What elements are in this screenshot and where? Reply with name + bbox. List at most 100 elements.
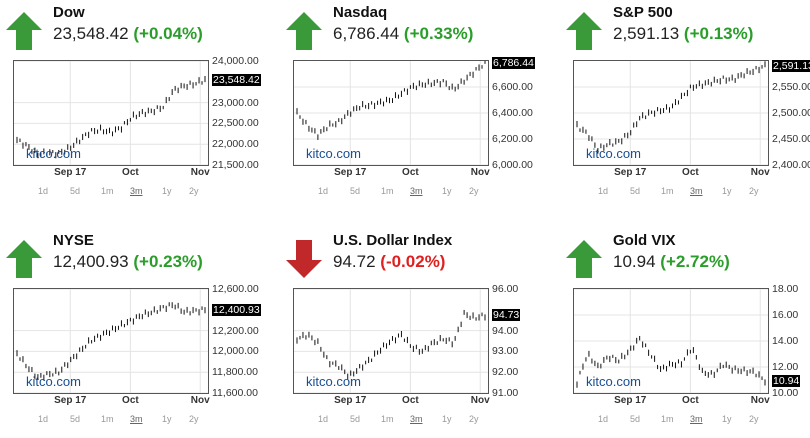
range-1y[interactable]: 1y (162, 186, 172, 196)
range-1m[interactable]: 1m (381, 186, 394, 196)
range-2y[interactable]: 2y (749, 186, 759, 196)
range-2y[interactable]: 2y (189, 414, 199, 424)
price-chart[interactable]: 2,550.00 2,500.00 2,450.00 2,400.00 2,591.13… (573, 59, 810, 178)
range-3m[interactable]: 3m (410, 414, 423, 424)
range-1d[interactable]: 1d (38, 186, 49, 196)
range-3m[interactable]: 3m (410, 186, 423, 196)
range-3m[interactable]: 3m (690, 414, 703, 424)
range-2y[interactable]: 2y (749, 414, 759, 424)
price: 6,786.44 (333, 24, 400, 43)
range-2y[interactable]: 2y (469, 414, 479, 424)
y-tick-label: 6,600.00 (492, 81, 533, 93)
range-1m[interactable]: 1m (101, 414, 114, 424)
range-1y[interactable]: 1y (162, 414, 172, 424)
range-1d[interactable]: 1d (598, 186, 609, 196)
kitco-logo: kitco.com (26, 374, 81, 389)
range-5d[interactable]: 5d (630, 186, 641, 196)
y-tick-label: 2,400.00 (772, 159, 810, 171)
range-5d[interactable]: 5d (350, 414, 361, 424)
kitco-logo: kitco.com (586, 146, 641, 161)
y-tick-label: 24,000.00 (212, 55, 259, 67)
y-tick-label: 14.00 (772, 335, 799, 347)
range-3m[interactable]: 3m (690, 186, 703, 196)
range-3m[interactable]: 3m (130, 414, 143, 424)
y-tick-label: 12,600.00 (212, 283, 259, 295)
change-percent: (-0.02%) (380, 252, 446, 271)
y-tick-label: 91.00 (492, 387, 519, 399)
kitco-logo: kitco.com (306, 374, 361, 389)
last-price-label: 23,548.42 (212, 73, 261, 86)
y-tick-label: 93.00 (492, 345, 519, 358)
y-tick-label: 23,000.00 (212, 96, 259, 109)
index-title[interactable]: Nasdaq (333, 4, 388, 21)
arrow-down-icon (286, 240, 322, 278)
range-1m[interactable]: 1m (381, 414, 394, 424)
panel-s-p-500[interactable]: S&P 500 2,591.13 (+0.13%) 2,550.00 2,500.0… (560, 0, 810, 210)
range-1m[interactable]: 1m (661, 414, 674, 424)
range-2y[interactable]: 2y (189, 186, 199, 196)
index-title[interactable]: Gold VIX (613, 232, 676, 249)
last-price-label: 94.73 (492, 309, 521, 322)
quote: 10.94 (+2.72%) (613, 252, 730, 272)
y-tick-label: 6,400.00 (492, 107, 533, 119)
range-1m[interactable]: 1m (661, 186, 674, 196)
x-tick-label: Nov (750, 395, 770, 406)
arrow-up-icon (6, 240, 42, 278)
y-tick-label: 2,550.00 (772, 81, 810, 93)
index-title[interactable]: S&P 500 (613, 4, 673, 21)
last-price-label: 10.94 (772, 374, 801, 387)
range-5d[interactable]: 5d (70, 186, 81, 196)
y-tick-label: 11,800.00 (212, 366, 258, 379)
kitco-logo: kitco.com (586, 374, 641, 389)
index-title[interactable]: NYSE (53, 232, 94, 249)
range-1y[interactable]: 1y (722, 414, 732, 424)
price: 94.72 (333, 252, 376, 271)
range-5d[interactable]: 5d (630, 414, 641, 424)
change-percent: (+0.13%) (683, 24, 754, 43)
arrow-up-icon (286, 12, 322, 50)
panel-nyse[interactable]: NYSE 12,400.93 (+0.23%) 12,600.00 12,200.0… (0, 228, 270, 438)
price-chart[interactable]: 96.00 94.00 93.00 92.00 91.00 94.73 Sep 17 Oct N… (293, 283, 521, 406)
y-tick-label: 21,500.00 (212, 159, 259, 171)
y-tick-label: 2,500.00 (772, 107, 810, 119)
price-chart[interactable]: 18.00 16.00 14.00 12.00 10.00 10.94 Sep 17 Oct N… (573, 283, 801, 406)
x-tick-label: Nov (190, 395, 210, 406)
quote: 2,591.13 (+0.13%) (613, 24, 753, 44)
change-percent: (+0.23%) (133, 252, 203, 271)
arrow-up-icon (6, 12, 42, 50)
x-tick-label: Nov (750, 167, 770, 178)
panel-u-s-dollar-index[interactable]: U.S. Dollar Index 94.72 (-0.02%) 96.00 94.… (280, 228, 550, 438)
arrow-up-icon (566, 12, 602, 50)
range-2y[interactable]: 2y (469, 186, 479, 196)
price: 2,591.13 (613, 24, 680, 43)
range-1y[interactable]: 1y (722, 186, 732, 196)
range-1y[interactable]: 1y (442, 186, 452, 196)
range-1y[interactable]: 1y (442, 414, 452, 424)
y-tick-label: 11,600.00 (212, 387, 258, 399)
panel-gold-vix[interactable]: Gold VIX 10.94 (+2.72%) 18.00 16.00 14.00 12… (560, 228, 810, 438)
panel-nasdaq[interactable]: Nasdaq 6,786.44 (+0.33%) 6,600.00 6,400.00… (280, 0, 550, 210)
range-5d[interactable]: 5d (350, 186, 361, 196)
range-3m[interactable]: 3m (130, 186, 143, 196)
last-price-label: 12,400.93 (212, 303, 261, 316)
x-tick-label: Oct (402, 395, 419, 406)
range-1d[interactable]: 1d (598, 414, 609, 424)
price-chart[interactable]: 24,000.00 23,000.00 22,500.00 22,000.00 21,5… (13, 55, 261, 178)
arrow-up-icon (566, 240, 602, 278)
index-title[interactable]: Dow (53, 4, 85, 21)
range-1d[interactable]: 1d (318, 186, 329, 196)
price-chart[interactable]: 12,600.00 12,200.00 12,000.00 11,800.00 11,6… (13, 283, 261, 406)
quote: 94.72 (-0.02%) (333, 252, 445, 272)
y-tick-label: 16.00 (772, 309, 799, 321)
panel-dow[interactable]: Dow 23,548.42 (+0.04%) 24,000.00 23,000.00… (0, 0, 270, 210)
range-5d[interactable]: 5d (70, 414, 81, 424)
y-tick-label: 96.00 (492, 283, 519, 295)
change-percent: (+0.33%) (403, 24, 474, 43)
range-1d[interactable]: 1d (38, 414, 49, 424)
index-title[interactable]: U.S. Dollar Index (333, 232, 453, 249)
range-1m[interactable]: 1m (101, 186, 114, 196)
kitco-logo: kitco.com (26, 146, 81, 161)
range-1d[interactable]: 1d (318, 414, 329, 424)
price-chart[interactable]: 6,600.00 6,400.00 6,200.00 6,000.00 6,786.44… (293, 56, 535, 178)
last-price-label: 6,786.44 (492, 56, 535, 69)
